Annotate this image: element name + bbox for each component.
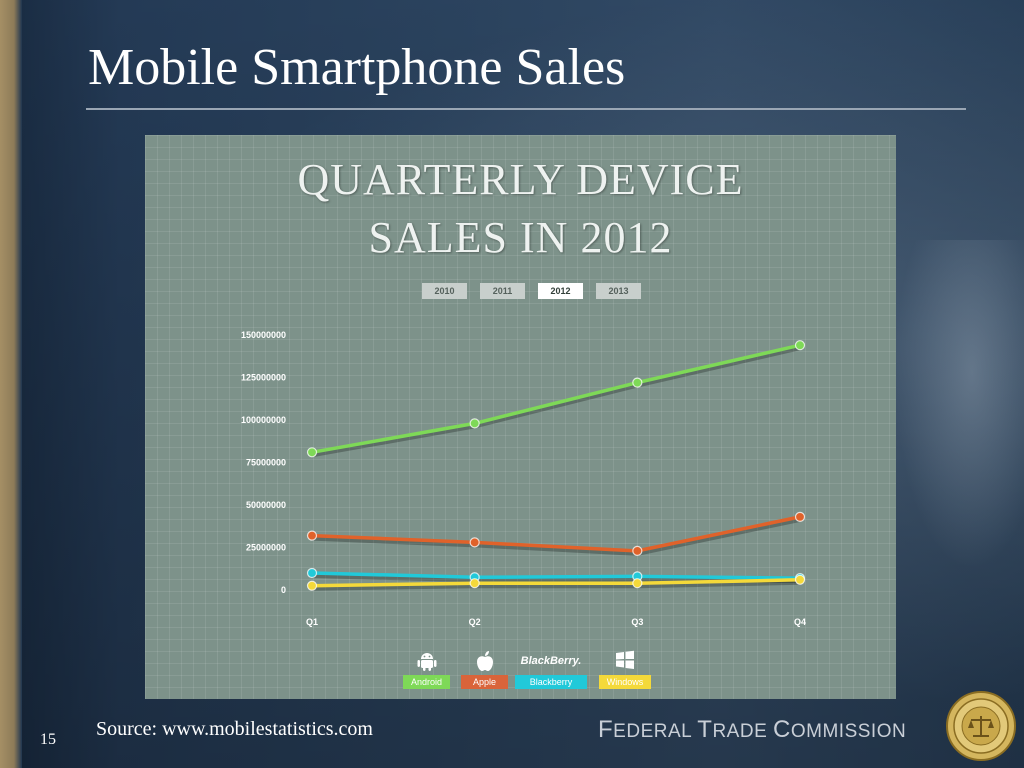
legend-item-apple[interactable]: Apple — [461, 650, 508, 689]
data-point-android — [794, 340, 806, 351]
data-point-android — [306, 447, 318, 458]
y-tick-label: 125000000 — [241, 373, 286, 383]
series-line-windows — [311, 578, 801, 588]
year-tab-2012[interactable]: 2012 — [538, 283, 583, 299]
x-tick-label: Q2 — [469, 617, 481, 627]
chart-heading: QUARTERLY DEVICE SALES IN 2012 — [145, 151, 896, 267]
data-point-apple — [794, 511, 806, 522]
y-tick-label: 75000000 — [246, 458, 286, 468]
chart-heading-line1: QUARTERLY DEVICE — [297, 155, 744, 204]
windows-icon — [599, 650, 651, 672]
series-shadow-windows — [311, 580, 801, 591]
ftc-seal-icon — [946, 691, 1016, 761]
series-shadow-android — [311, 346, 801, 458]
legend-item-android[interactable]: Android — [403, 650, 450, 689]
data-point-windows — [632, 578, 643, 589]
x-tick-label: Q4 — [794, 617, 806, 627]
data-point-windows — [469, 578, 480, 589]
footer-text-rade: RADE — [712, 721, 768, 742]
legend-item-windows[interactable]: Windows — [599, 650, 651, 689]
data-point-blackberry — [306, 567, 318, 579]
data-point-android — [469, 418, 480, 429]
y-tick-label: 50000000 — [246, 500, 286, 510]
footer-letter-t: T — [697, 716, 713, 743]
legend-label-blackberry: Blackberry — [515, 675, 587, 689]
series-line-apple — [311, 515, 801, 553]
footer-organization: FEDERAL TRADE COMMISSION — [598, 716, 906, 744]
slide-title: Mobile Smartphone Sales — [88, 39, 626, 96]
title-divider — [86, 108, 966, 110]
y-tick-label: 0 — [281, 585, 286, 595]
chart-heading-line2: SALES IN 2012 — [368, 213, 673, 262]
series-line-android — [311, 343, 801, 455]
data-point-android — [632, 377, 643, 388]
legend-label-android: Android — [403, 675, 450, 689]
legend-label-windows: Windows — [599, 675, 651, 689]
legend-item-blackberry[interactable]: BlackBerry. Blackberry — [515, 650, 587, 689]
data-point-apple — [469, 537, 480, 548]
footer-text-ommission: OMMISSION — [790, 721, 907, 742]
y-tick-label: 100000000 — [241, 415, 286, 425]
data-point-windows — [794, 574, 806, 585]
data-point-windows — [306, 580, 318, 591]
source-citation: Source: www.mobilestatistics.com — [96, 718, 373, 740]
line-chart: 0 25000000 50000000 75000000 100000000 125000… — [241, 330, 806, 627]
chart-panel: QUARTERLY DEVICE SALES IN 2012 2010 2011… — [145, 135, 896, 699]
y-tick-label: 25000000 — [246, 543, 286, 553]
background-statue — [894, 240, 1024, 570]
apple-icon — [461, 650, 508, 672]
year-tabs: 2010 2011 2012 2013 — [422, 283, 641, 299]
footer-text-ederal: EDERAL — [613, 721, 692, 742]
year-tab-2010[interactable]: 2010 — [422, 283, 467, 299]
data-point-apple — [306, 530, 318, 541]
x-tick-label: Q1 — [306, 617, 318, 627]
y-tick-label: 150000000 — [241, 330, 286, 340]
android-icon — [403, 650, 450, 672]
legend-label-apple: Apple — [461, 675, 508, 689]
series-shadow-apple — [311, 517, 801, 556]
series-line-blackberry — [311, 571, 801, 580]
year-tab-2013[interactable]: 2013 — [596, 283, 641, 299]
blackberry-icon: BlackBerry. — [520, 655, 582, 667]
data-point-apple — [632, 545, 643, 556]
footer-letter-c: C — [773, 716, 791, 743]
footer-letter-f: F — [598, 716, 614, 743]
slide-page-number: 15 — [40, 731, 56, 748]
year-tab-2011[interactable]: 2011 — [480, 283, 525, 299]
chart-legend: Android Apple BlackBerry. Blackberry — [403, 650, 663, 690]
x-tick-label: Q3 — [631, 617, 643, 627]
